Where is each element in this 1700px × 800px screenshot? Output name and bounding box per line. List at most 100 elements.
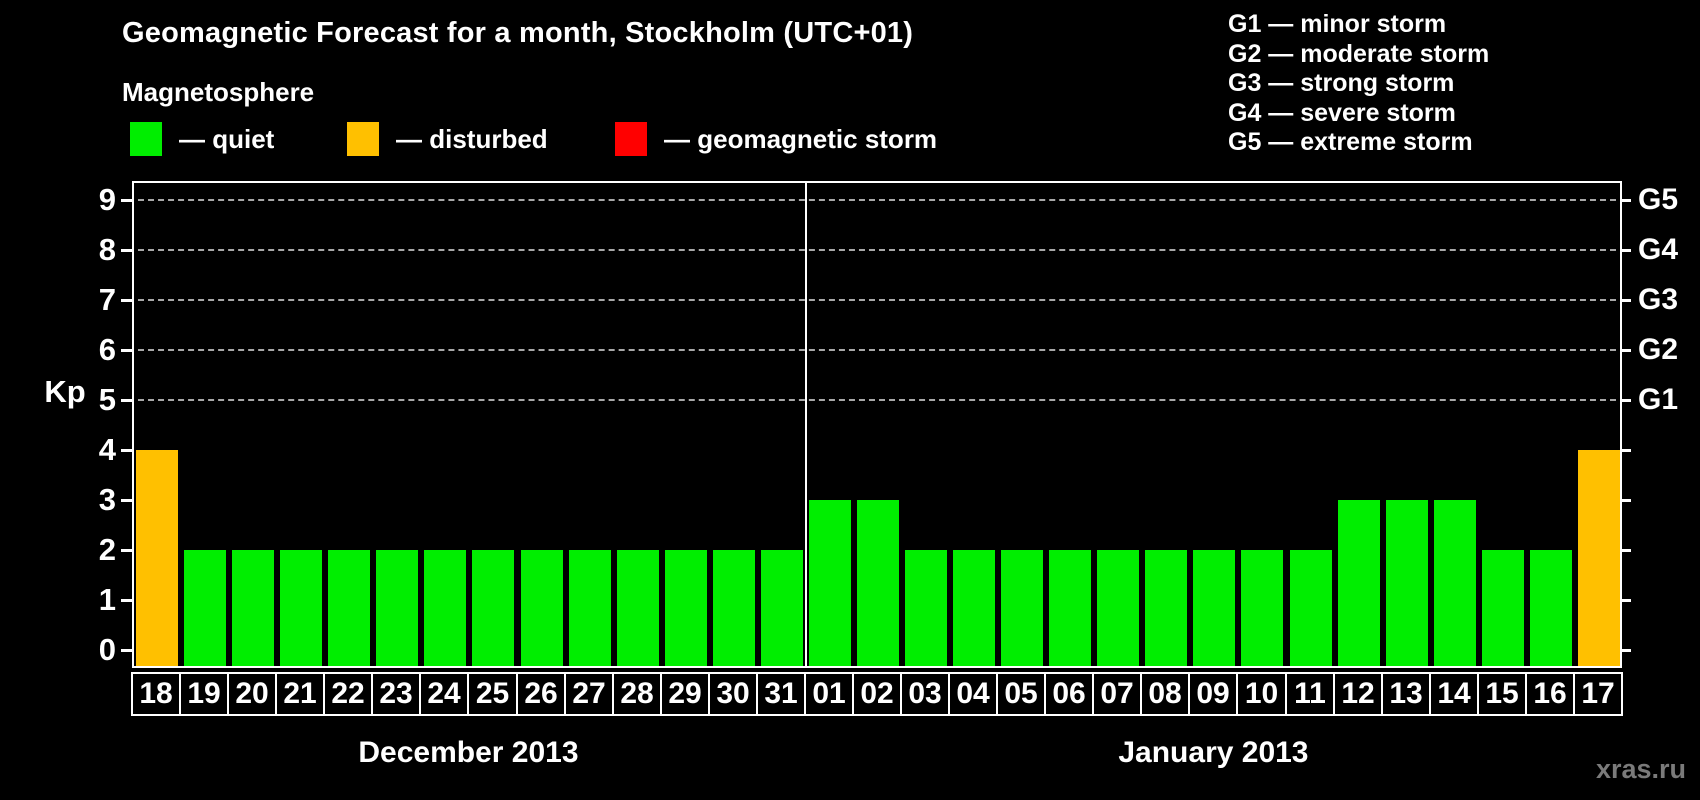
day-label-07: 07 bbox=[1092, 672, 1142, 716]
right-axis-label-g4: G4 bbox=[1638, 233, 1679, 266]
storm-scale-line-g3: G3 — strong storm bbox=[1228, 69, 1455, 97]
y-tick-right-2 bbox=[1620, 549, 1631, 552]
gridline-kp8 bbox=[138, 249, 1616, 251]
day-label-06: 06 bbox=[1044, 672, 1094, 716]
bar-day-20 bbox=[232, 550, 275, 666]
y-tick-right-0 bbox=[1620, 649, 1631, 652]
y-tick-left-7 bbox=[121, 299, 132, 302]
watermark: xras.ru bbox=[1595, 754, 1686, 784]
y-axis-label-1: 1 bbox=[98, 582, 116, 617]
plot-area bbox=[132, 181, 1622, 668]
right-axis-label-g5: G5 bbox=[1638, 183, 1679, 216]
bar-day-07 bbox=[1097, 550, 1140, 666]
bar-day-04 bbox=[953, 550, 996, 666]
legend-item-storm: — geomagnetic storm bbox=[615, 121, 937, 157]
y-tick-left-4 bbox=[121, 449, 132, 452]
legend-label-quiet: — quiet bbox=[179, 123, 275, 154]
bar-day-09 bbox=[1193, 550, 1236, 666]
legend-swatch-disturbed bbox=[347, 122, 379, 156]
bar-day-12 bbox=[1337, 500, 1380, 666]
day-label-16: 16 bbox=[1525, 672, 1575, 716]
y-tick-right-5 bbox=[1620, 399, 1631, 402]
bar-day-18 bbox=[136, 450, 178, 666]
bar-day-02 bbox=[856, 500, 899, 666]
y-axis-label-5: 5 bbox=[98, 382, 116, 417]
day-label-19: 19 bbox=[179, 672, 229, 716]
month-label-1: January 2013 bbox=[1118, 736, 1309, 769]
y-tick-right-7 bbox=[1620, 299, 1631, 302]
magnetosphere-legend-title: Magnetosphere bbox=[122, 77, 315, 107]
day-label-18: 18 bbox=[131, 672, 181, 716]
bar-day-03 bbox=[905, 550, 948, 666]
day-label-13: 13 bbox=[1381, 672, 1431, 716]
bar-day-08 bbox=[1145, 550, 1188, 666]
gridline-kp7 bbox=[138, 299, 1616, 301]
legend-item-quiet: — quiet bbox=[130, 121, 274, 157]
y-tick-left-5 bbox=[121, 399, 132, 402]
bar-day-14 bbox=[1433, 500, 1476, 666]
y-axis-label-9: 9 bbox=[98, 182, 116, 217]
bar-day-25 bbox=[472, 550, 515, 666]
bar-day-23 bbox=[376, 550, 419, 666]
day-label-10: 10 bbox=[1236, 672, 1287, 716]
day-label-09: 09 bbox=[1188, 672, 1238, 716]
right-axis-label-g1: G1 bbox=[1638, 383, 1679, 416]
y-tick-left-9 bbox=[121, 199, 132, 202]
y-tick-right-3 bbox=[1620, 499, 1631, 502]
y-tick-left-1 bbox=[121, 599, 132, 602]
bar-day-11 bbox=[1289, 550, 1332, 666]
y-axis-title: Kp bbox=[44, 374, 86, 409]
y-axis-label-8: 8 bbox=[98, 232, 116, 267]
right-axis-label-g2: G2 bbox=[1638, 333, 1679, 366]
day-label-24: 24 bbox=[419, 672, 469, 716]
legend-label-disturbed: — disturbed bbox=[396, 123, 548, 154]
day-label-31: 31 bbox=[756, 672, 806, 716]
day-label-03: 03 bbox=[900, 672, 950, 716]
bar-day-31 bbox=[760, 550, 803, 666]
legend-label-storm: — geomagnetic storm bbox=[664, 123, 938, 154]
storm-scale-line-g5: G5 — extreme storm bbox=[1228, 128, 1473, 156]
storm-scale-line-g2: G2 — moderate storm bbox=[1228, 39, 1490, 68]
legend-swatch-storm bbox=[615, 122, 647, 156]
day-label-08: 08 bbox=[1140, 672, 1190, 716]
y-tick-left-0 bbox=[121, 649, 132, 652]
gridline-kp5 bbox=[138, 399, 1616, 401]
chart-title: Geomagnetic Forecast for a month, Stockh… bbox=[122, 17, 914, 49]
day-label-29: 29 bbox=[660, 672, 710, 716]
bar-day-26 bbox=[520, 550, 563, 666]
day-label-22: 22 bbox=[323, 672, 373, 716]
y-tick-right-4 bbox=[1620, 449, 1631, 452]
day-label-01: 01 bbox=[804, 672, 854, 716]
day-label-17: 17 bbox=[1573, 672, 1623, 716]
day-label-25: 25 bbox=[467, 672, 518, 716]
bar-day-24 bbox=[424, 550, 467, 666]
storm-scale-line-g4: G4 — severe storm bbox=[1228, 98, 1456, 127]
y-tick-left-2 bbox=[121, 549, 132, 552]
day-label-30: 30 bbox=[708, 672, 758, 716]
y-tick-right-6 bbox=[1620, 349, 1631, 352]
y-axis-label-6: 6 bbox=[98, 332, 116, 367]
bar-day-28 bbox=[616, 550, 659, 666]
legend-item-disturbed: — disturbed bbox=[347, 121, 548, 157]
day-label-27: 27 bbox=[564, 672, 614, 716]
day-label-21: 21 bbox=[275, 672, 325, 716]
bar-day-01 bbox=[808, 500, 851, 666]
y-axis-label-2: 2 bbox=[98, 532, 116, 567]
right-axis-label-g3: G3 bbox=[1638, 283, 1679, 316]
storm-scale-line-g1: G1 — minor storm bbox=[1228, 10, 1447, 38]
bar-day-30 bbox=[712, 550, 755, 666]
bar-day-06 bbox=[1049, 550, 1092, 666]
y-axis-label-7: 7 bbox=[98, 282, 116, 317]
bar-day-21 bbox=[280, 550, 323, 666]
y-tick-left-6 bbox=[121, 349, 132, 352]
y-axis-label-3: 3 bbox=[98, 482, 116, 517]
day-label-23: 23 bbox=[371, 672, 421, 716]
gridline-kp6 bbox=[138, 349, 1616, 351]
bar-day-10 bbox=[1241, 550, 1284, 666]
y-tick-left-8 bbox=[121, 249, 132, 252]
month-separator-line bbox=[804, 183, 807, 666]
day-label-15: 15 bbox=[1477, 672, 1527, 716]
bar-day-19 bbox=[184, 550, 227, 666]
day-label-28: 28 bbox=[612, 672, 662, 716]
